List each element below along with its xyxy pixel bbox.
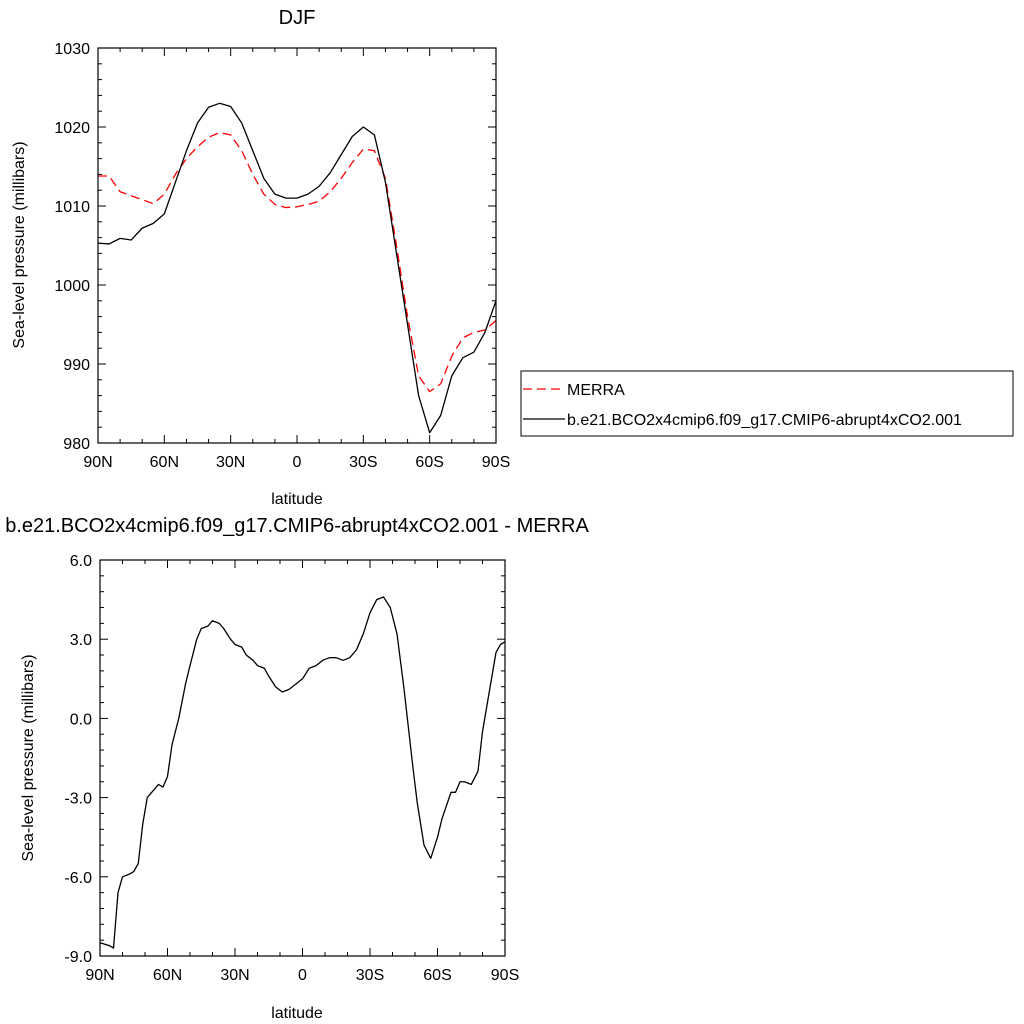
chart-2-x-axis-label: latitude <box>271 1005 323 1022</box>
chart-1-y-tick-label: 1010 <box>54 199 90 216</box>
chart-1-y-tick-label: 1000 <box>54 278 90 295</box>
chart-1-tick-layer: 90N 60N 30N 0 30S 60S 90S 980 990 1000 1010 1020 103… <box>54 41 510 471</box>
chart-2-x-tick-label: 30N <box>220 967 249 984</box>
chart-1-x-tick-label: 0 <box>293 454 302 471</box>
chart-1-x-tick-label: 90S <box>482 454 510 471</box>
chart-1-x-tick-label: 30S <box>349 454 377 471</box>
chart-2-title: b.e21.BCO2x4cmip6.f09_g17.CMIP6-abrupt4x… <box>5 515 589 537</box>
chart-2-y-tick-label: 0.0 <box>70 711 92 728</box>
chart-1-plot-frame <box>97 47 497 444</box>
chart-1-x-tick-label: 30N <box>216 454 245 471</box>
chart-2-y-tick-label: 6.0 <box>70 553 92 570</box>
chart-1-series-layer <box>97 102 497 434</box>
chart-1-y-tick-label: 980 <box>63 436 90 453</box>
chart-1-x-tick-label: 60S <box>415 454 443 471</box>
chart-1-legend: MERRA b.e21.BCO2x4cmip6.f09_g17.CMIP6-ab… <box>520 370 1014 437</box>
chart-djf: DJF 90N 60N 30N 0 30S 60S 90S 980 990 1000 1010 102… <box>11 7 1014 508</box>
legend-box <box>520 370 1014 437</box>
chart-1-y-tick-label: 1030 <box>54 41 90 58</box>
chart-difference: b.e21.BCO2x4cmip6.f09_g17.CMIP6-abrupt4x… <box>5 515 589 1022</box>
chart-2-plot-frame <box>99 559 506 957</box>
chart-1-title: DJF <box>279 7 316 29</box>
chart-1-y-tick-label: 1020 <box>54 120 90 137</box>
chart-2-y-tick-label: -3.0 <box>64 791 92 808</box>
chart-2-y-tick-label: -6.0 <box>64 870 92 887</box>
chart-2-x-tick-label: 30S <box>356 967 384 984</box>
legend-label-model: b.e21.BCO2x4cmip6.f09_g17.CMIP6-abrupt4x… <box>567 412 962 429</box>
chart-1-x-tick-label: 60N <box>150 454 179 471</box>
chart-2-x-tick-label: 90S <box>491 967 519 984</box>
chart-2-x-tick-label: 90N <box>85 967 114 984</box>
chart-1-series-2 <box>97 102 497 434</box>
chart-2-x-tick-label: 60S <box>423 967 451 984</box>
chart-2-series-1 <box>99 596 506 949</box>
chart-2-y-tick-label: 3.0 <box>70 632 92 649</box>
chart-2-x-tick-label: 60N <box>153 967 182 984</box>
chart-2-tick-layer: 90N 60N 30N 0 30S 60S 90S -9.0 -6.0 -3.0 0.0 3.0 6.0 <box>64 553 519 984</box>
chart-2-series-layer <box>99 596 506 949</box>
chart-1-series-1 <box>98 131 497 393</box>
legend-label-merra: MERRA <box>567 382 625 399</box>
chart-2-x-tick-label: 0 <box>298 967 307 984</box>
chart-1-x-axis-label: latitude <box>271 491 323 508</box>
chart-1-y-axis-label: Sea-level pressure (millibars) <box>11 141 28 348</box>
chart-1-x-tick-label: 90N <box>83 454 112 471</box>
chart-2-y-axis-label: Sea-level pressure (millibars) <box>20 654 37 861</box>
chart-2-y-tick-label: -9.0 <box>64 949 92 966</box>
chart-1-y-tick-label: 990 <box>63 357 90 374</box>
